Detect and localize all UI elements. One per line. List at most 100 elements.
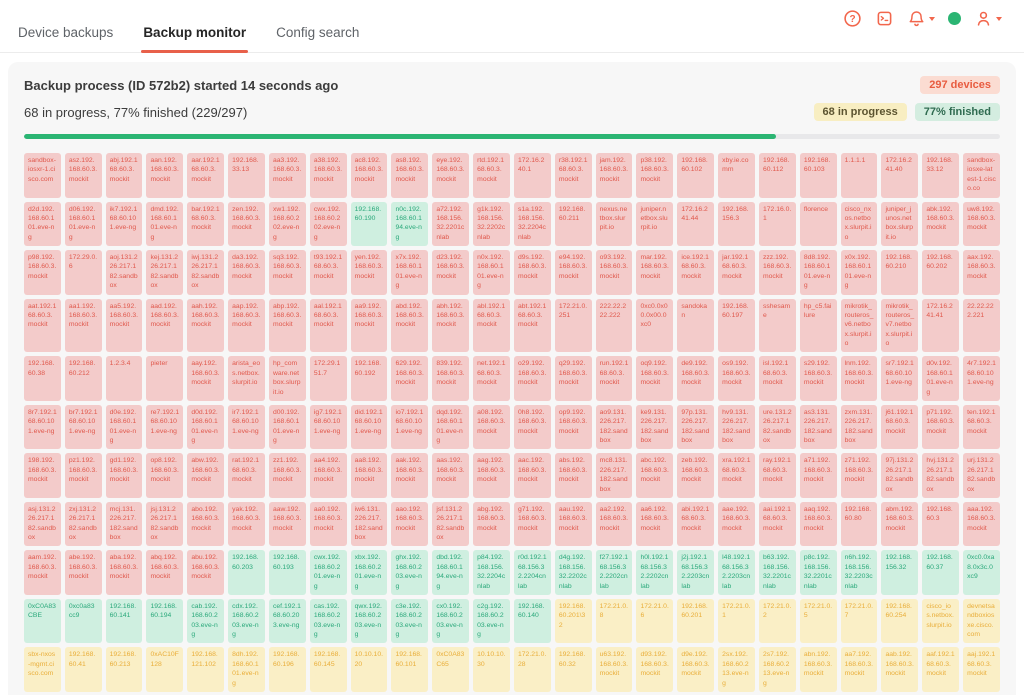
device-cell[interactable]: aa8.192.168.60.3.mockit (350, 453, 388, 498)
device-cell[interactable]: 192.168.60.197 (718, 298, 755, 353)
device-cell[interactable]: u63.192.168.60.3.mockit (595, 647, 633, 692)
device-cell[interactable]: kej.131.226.217.182.sandbox (146, 250, 184, 295)
device-cell[interactable]: 0xC0A83CBE (24, 598, 61, 644)
device-cell[interactable]: devnetsandboxiosxe.cisco.com (963, 598, 1000, 644)
device-cell[interactable]: p38.192.168.60.3.mockit (636, 153, 674, 198)
device-cell[interactable]: aam.192.168.60.3.mockit (24, 550, 61, 595)
device-cell[interactable]: aa9.192.168.60.3.mockit (350, 298, 388, 353)
device-cell[interactable]: 0xC0A83C65 (432, 647, 470, 692)
device-cell[interactable]: d00.192.168.60.101.eve-ng (268, 404, 306, 450)
device-cell[interactable]: zeb.192.168.60.3.mockit (677, 453, 715, 498)
device-cell[interactable]: yak.192.168.60.3.mockit (228, 501, 265, 547)
device-cell[interactable]: net.192.168.60.3.mockit (473, 356, 510, 401)
device-cell[interactable]: cwx.192.168.60.201.eve-ng (309, 550, 347, 595)
device-cell[interactable]: 839.192.168.60.3.mockit (432, 356, 470, 401)
device-cell[interactable]: sshesame (758, 298, 796, 353)
device-cell[interactable]: aaf.192.168.60.3.mockit (922, 647, 960, 692)
device-cell[interactable]: 172.16.241.41 (922, 298, 960, 353)
device-cell[interactable]: abj.192.168.60.3.mockit (105, 153, 143, 198)
device-cell[interactable]: abl.192.168.60.3.mockit (473, 298, 510, 353)
device-cell[interactable]: cab.192.168.60.203.eve-ng (187, 598, 225, 644)
device-cell[interactable]: a71.192.168.60.3.mockit (799, 453, 837, 498)
device-cell[interactable]: bar.192.168.60.3.mockit (187, 201, 225, 246)
device-cell[interactable]: sandbox-iosxr-1.cisco.com (24, 153, 61, 198)
device-cell[interactable]: d0d.192.168.60.101.eve-ng (187, 404, 225, 450)
device-cell[interactable]: abs.192.168.60.3.mockit (554, 453, 592, 498)
device-cell[interactable]: abo.192.168.60.3.mockit (187, 501, 225, 547)
device-cell[interactable]: ten.192.168.60.3.mockit (963, 404, 1000, 450)
device-cell[interactable]: dbd.192.168.60.194.eve-ng (432, 550, 470, 595)
device-cell[interactable]: c3e.192.168.60.203.eve-ng (391, 598, 429, 644)
device-cell[interactable]: 0xc0.0x00.0x00.0xc0 (636, 298, 674, 353)
device-cell[interactable]: ac8.192.168.60.3.mockit (350, 153, 388, 198)
device-cell[interactable]: x0x.192.168.60.101.eve-ng (840, 250, 878, 295)
device-cell[interactable]: 192.168.60.38 (24, 356, 61, 401)
device-cell[interactable]: uw8.192.168.60.3.mockit (963, 201, 1000, 246)
device-cell[interactable]: 172.16.0.1 (758, 201, 796, 246)
device-cell[interactable]: aa7.192.168.60.3.mockit (840, 647, 878, 692)
device-cell[interactable]: aaa.192.168.60.3.mockit (963, 501, 1000, 547)
device-cell[interactable]: abp.192.168.60.3.mockit (268, 298, 306, 353)
device-cell[interactable]: op9.192.168.60.3.mockit (554, 404, 592, 450)
tab-config-search[interactable]: Config search (276, 25, 360, 40)
device-cell[interactable]: d0e.192.168.60.101.eve-ng (105, 404, 143, 450)
device-cell[interactable]: urj.131.226.217.182.sandbox (963, 453, 1000, 498)
device-cell[interactable]: z71.192.168.60.3.mockit (840, 453, 878, 498)
device-cell[interactable]: aac.192.168.60.3.mockit (513, 453, 551, 498)
device-cell[interactable]: 192.168.60.32 (554, 647, 592, 692)
device-cell[interactable]: 0xAC10F128 (146, 647, 184, 692)
device-cell[interactable]: nexus.netbox.slurpit.io (595, 201, 633, 246)
device-cell[interactable]: 192.168.60.37 (922, 550, 960, 595)
device-cell[interactable]: aaj.192.168.60.3.mockit (963, 647, 1000, 692)
device-cell[interactable]: 172.21.0.2 (758, 598, 796, 644)
device-cell[interactable]: as3.131.226.217.182.sandbox (799, 404, 837, 450)
device-cell[interactable]: abm.192.168.60.3.mockit (881, 501, 919, 547)
device-cell[interactable]: o29.192.168.60.3.mockit (513, 356, 551, 401)
device-cell[interactable]: 2s7.192.168.60.213.eve-ng (758, 647, 796, 692)
device-cell[interactable]: 172.21.0.28 (513, 647, 551, 692)
device-cell[interactable]: did.192.168.60.101.eve-ng (350, 404, 388, 450)
device-cell[interactable]: 192.168.60.140 (513, 598, 551, 644)
device-cell[interactable]: aal.192.168.60.3.mockit (309, 298, 347, 353)
device-cell[interactable]: florence (799, 201, 837, 246)
device-cell[interactable]: 192.168.60.203 (228, 550, 265, 595)
device-cell[interactable]: gd1.192.168.60.3.mockit (105, 453, 143, 498)
device-cell[interactable]: j2j.192.168.156.32.2203cnlab (677, 550, 715, 595)
device-cell[interactable]: dqd.192.168.60.101.eve-ng (432, 404, 470, 450)
device-cell[interactable]: iw6.131.226.217.182.sandbox (350, 501, 388, 547)
device-cell[interactable]: abu.192.168.60.3.mockit (187, 550, 225, 595)
device-cell[interactable]: 172.29.151.7 (309, 356, 347, 401)
device-cell[interactable]: run.192.168.60.3.mockit (595, 356, 633, 401)
device-cell[interactable]: zxm.131.226.217.182.sandbox (840, 404, 878, 450)
device-cell[interactable]: isl.192.168.60.3.mockit (758, 356, 796, 401)
device-cell[interactable]: aah.192.168.60.3.mockit (187, 298, 225, 353)
device-cell[interactable]: ice.192.168.60.3.mockit (677, 250, 715, 295)
device-cell[interactable]: g1k.192.168.156.32.2202cnlab (473, 201, 510, 246)
device-cell[interactable]: aag.192.168.60.3.mockit (473, 453, 510, 498)
device-cell[interactable]: aaw.192.168.60.3.mockit (268, 501, 306, 547)
device-cell[interactable]: 192.168.60.194 (146, 598, 184, 644)
device-cell[interactable]: cef.192.168.60.203.eve-ng (268, 598, 306, 644)
device-cell[interactable]: re7.192.168.60.101.eve-ng (146, 404, 184, 450)
device-cell[interactable]: 192.168.60.192 (350, 356, 388, 401)
device-cell[interactable]: 192.168.60.103 (799, 153, 837, 198)
device-cell[interactable]: 10.10.10.20 (350, 647, 388, 692)
device-cell[interactable]: 172.21.0.7 (840, 598, 878, 644)
device-cell[interactable]: io7.192.168.60.101.eve-ng (391, 404, 429, 450)
device-cell[interactable]: mc8.131.226.217.182.sandbox (595, 453, 633, 498)
device-cell[interactable]: aa4.192.168.60.3.mockit (309, 453, 347, 498)
device-cell[interactable]: aay.192.168.60.3.mockit (187, 356, 225, 401)
device-cell[interactable]: 192.168.60.101 (391, 647, 429, 692)
device-cell[interactable]: cas.192.168.60.203.eve-ng (309, 598, 347, 644)
device-cell[interactable]: aba.192.168.60.3.mockit (105, 550, 143, 595)
device-cell[interactable]: s29.192.168.60.3.mockit (799, 356, 837, 401)
device-cell[interactable]: h0l.192.168.156.32.2202cnlab (636, 550, 674, 595)
device-cell[interactable]: br7.192.168.60.101.eve-ng (64, 404, 102, 450)
device-cell[interactable]: p8c.192.168.156.32.2201cnlab (799, 550, 837, 595)
device-cell[interactable]: 172.21.0.6 (636, 598, 674, 644)
user-menu-icon[interactable] (974, 9, 1002, 28)
device-cell[interactable]: mikrotik_routeros_v7.netbox.slurpit.io (881, 298, 919, 353)
device-cell[interactable]: de9.192.168.60.3.mockit (677, 356, 715, 401)
device-cell[interactable]: asz.192.168.60.3.mockit (64, 153, 102, 198)
device-cell[interactable]: 192.168.60.211 (554, 201, 592, 246)
